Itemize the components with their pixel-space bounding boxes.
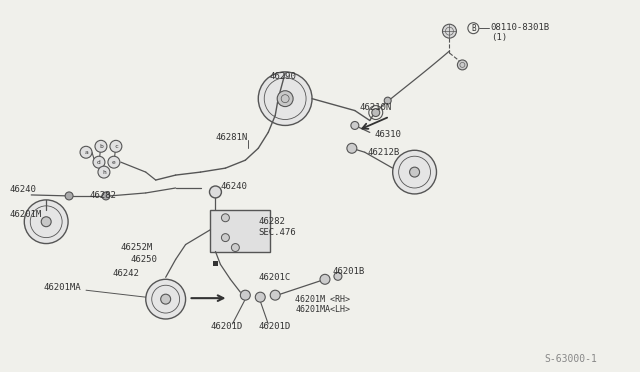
Text: 46252M: 46252M xyxy=(121,243,153,252)
Circle shape xyxy=(410,167,420,177)
Text: 46201M <RH>: 46201M <RH> xyxy=(295,295,350,304)
Text: 46282: 46282 xyxy=(89,192,116,201)
Circle shape xyxy=(372,109,380,116)
Text: SEC.476: SEC.476 xyxy=(259,228,296,237)
Circle shape xyxy=(255,292,265,302)
Text: 46282: 46282 xyxy=(259,217,285,226)
Circle shape xyxy=(41,217,51,227)
Circle shape xyxy=(146,279,186,319)
Text: c: c xyxy=(114,144,118,149)
Circle shape xyxy=(351,122,359,129)
Text: 46250: 46250 xyxy=(131,255,157,264)
Circle shape xyxy=(209,186,221,198)
Circle shape xyxy=(241,290,250,300)
Circle shape xyxy=(393,150,436,194)
Circle shape xyxy=(458,60,467,70)
Text: 46242: 46242 xyxy=(113,269,140,278)
Circle shape xyxy=(270,290,280,300)
Circle shape xyxy=(334,272,342,280)
Circle shape xyxy=(93,156,105,168)
Text: 46240: 46240 xyxy=(10,186,36,195)
Bar xyxy=(211,210,270,251)
Text: 46201MA: 46201MA xyxy=(44,283,81,292)
Text: e: e xyxy=(112,160,116,165)
Text: 46210N: 46210N xyxy=(360,103,392,112)
Text: b: b xyxy=(99,144,103,149)
Text: 46310: 46310 xyxy=(375,130,402,139)
Text: 46201MA<LH>: 46201MA<LH> xyxy=(295,305,350,314)
Circle shape xyxy=(24,200,68,244)
Text: 46201B: 46201B xyxy=(333,267,365,276)
Circle shape xyxy=(277,91,293,107)
Text: a: a xyxy=(84,150,88,155)
Circle shape xyxy=(65,192,73,200)
Text: 08110-8301B: 08110-8301B xyxy=(490,23,549,32)
Circle shape xyxy=(347,143,357,153)
Circle shape xyxy=(384,97,391,104)
Circle shape xyxy=(259,72,312,125)
Circle shape xyxy=(221,234,229,241)
Circle shape xyxy=(221,214,229,222)
Text: h: h xyxy=(102,170,106,174)
Circle shape xyxy=(161,294,171,304)
Text: 46201D: 46201D xyxy=(211,323,243,331)
Text: d: d xyxy=(97,160,101,165)
Circle shape xyxy=(442,24,456,38)
Bar xyxy=(214,262,218,266)
Circle shape xyxy=(108,156,120,168)
Text: 46201D: 46201D xyxy=(259,323,291,331)
Circle shape xyxy=(320,274,330,284)
Circle shape xyxy=(80,146,92,158)
Circle shape xyxy=(102,192,110,200)
Text: 46290: 46290 xyxy=(269,72,296,81)
Circle shape xyxy=(98,166,110,178)
Circle shape xyxy=(110,140,122,152)
Text: (1): (1) xyxy=(491,33,508,42)
Text: 46281N: 46281N xyxy=(216,133,248,142)
Text: 46201C: 46201C xyxy=(259,273,291,282)
Text: 46240: 46240 xyxy=(220,183,247,192)
Text: 46212B: 46212B xyxy=(368,148,400,157)
Text: 46201M: 46201M xyxy=(10,210,42,219)
Circle shape xyxy=(95,140,107,152)
Circle shape xyxy=(232,244,239,251)
Text: B: B xyxy=(471,24,476,33)
Text: S-63000-1: S-63000-1 xyxy=(544,354,597,364)
